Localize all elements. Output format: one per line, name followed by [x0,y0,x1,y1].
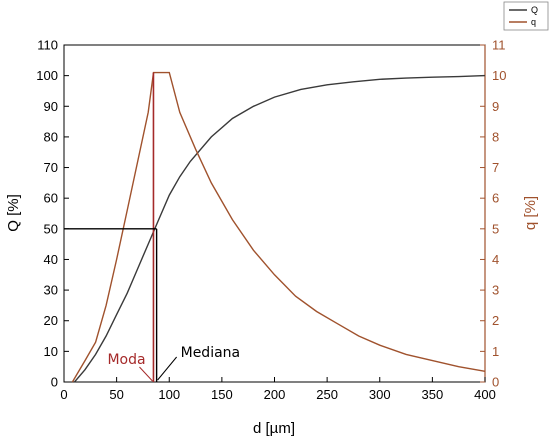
x-tick-label-100: 100 [158,387,180,402]
series-layer [71,71,486,383]
left-tick-label-0: 0 [51,375,58,390]
x-tick-label-400: 400 [474,387,496,402]
x-tick-label-350: 350 [422,387,444,402]
x-axis-title: d [µm] [253,420,295,437]
left-tick-label-60: 60 [44,191,58,206]
mediana-label: Mediana [181,345,241,361]
x-axis-ticks: 0 50 100 150 200 250 300 350 400 [60,377,496,402]
right-tick-label-6: 6 [492,191,499,206]
series-line-Q [73,74,486,383]
left-tick-label-20: 20 [44,313,58,328]
left-axis-title: Q [%] [5,194,22,232]
right-axis-title: q [%] [522,196,539,230]
left-tick-label-40: 40 [44,252,58,267]
left-tick-label-50: 50 [44,221,58,236]
right-tick-label-11: 11 [492,38,506,53]
left-tick-label-30: 30 [44,283,58,298]
right-tick-label-7: 7 [492,160,499,175]
left-tick-label-80: 80 [44,129,58,144]
x-tick-label-150: 150 [211,387,233,402]
right-tick-label-4: 4 [492,252,499,267]
moda-label: Moda [107,352,145,368]
moda-pointer [139,366,153,382]
right-tick-label-3: 3 [492,283,499,298]
legend: Q q [503,1,549,31]
x-tick-label-50: 50 [109,387,123,402]
x-tick-label-0: 0 [60,387,67,402]
right-tick-label-2: 2 [492,313,499,328]
right-tick-label-10: 10 [492,68,506,83]
legend-label-q: q [531,17,536,27]
legend-label-Q: Q [531,5,538,15]
right-tick-label-9: 9 [492,99,499,114]
right-tick-label-8: 8 [492,129,499,144]
mediana-pointer [157,356,178,381]
series-line-q [71,71,486,383]
left-tick-label-70: 70 [44,160,58,175]
right-tick-label-0: 0 [492,375,499,390]
x-tick-label-300: 300 [369,387,391,402]
x-tick-label-200: 200 [264,387,286,402]
annotation-layer: Moda Mediana [64,72,241,382]
left-tick-label-110: 110 [37,38,58,53]
left-axis-ticks: 0 10 20 30 40 50 60 70 80 90 100 110 [36,38,69,390]
x-tick-label-250: 250 [316,387,338,402]
legend-box [503,1,549,31]
right-tick-label-5: 5 [492,221,499,236]
right-axis-ticks: 0 1 2 3 4 5 6 7 8 9 10 11 [480,38,506,390]
left-tick-label-90: 90 [44,99,58,114]
right-tick-label-1: 1 [492,344,499,359]
left-tick-label-100: 100 [36,68,58,83]
left-tick-label-10: 10 [44,344,58,359]
